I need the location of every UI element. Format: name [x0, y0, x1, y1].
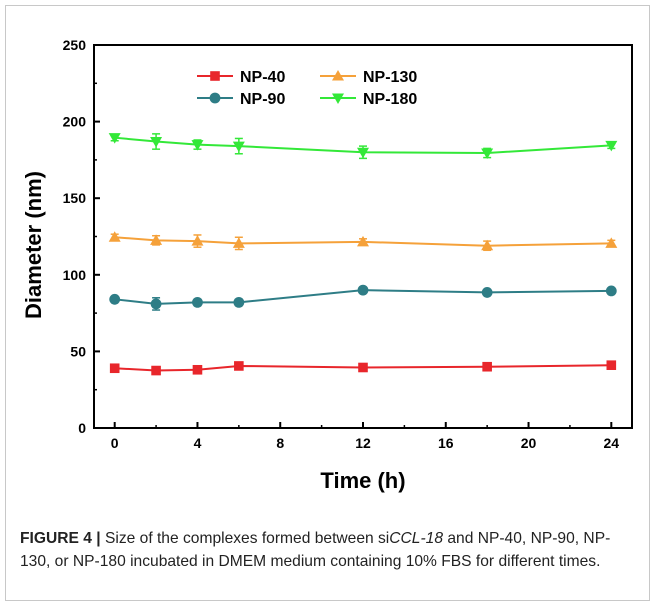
legend-marker-np-180 [332, 93, 344, 104]
data-point-np-180 [357, 147, 369, 159]
data-point-np-90 [233, 296, 245, 308]
data-point-np-130 [357, 235, 369, 247]
data-point-np-90 [109, 293, 121, 305]
y-tick-label: 100 [63, 267, 87, 283]
caption-text-before: Size of the complexes formed between si [100, 530, 390, 547]
data-point-np-90 [357, 284, 369, 296]
legend-label-np-130: NP-130 [363, 69, 417, 86]
y-axis-label: Diameter (nm) [21, 171, 46, 319]
data-point-np-90 [150, 298, 162, 310]
data-point-np-90 [481, 287, 493, 298]
data-point-np-40 [606, 360, 617, 370]
x-tick-label: 4 [194, 435, 202, 451]
figure-caption: FIGURE 4 | Size of the complexes formed … [20, 527, 635, 573]
data-point-np-90 [605, 285, 617, 297]
data-point-np-180 [481, 148, 494, 160]
data-point-np-40 [192, 364, 203, 375]
data-point-np-180 [232, 141, 245, 153]
caption-separator: | [96, 530, 101, 547]
legend-label-np-40: NP-40 [240, 69, 285, 86]
x-axis-label: Time (h) [320, 468, 405, 493]
data-point-np-130 [150, 234, 163, 245]
y-tick-label: 150 [63, 190, 87, 206]
data-point-np-130 [481, 239, 494, 251]
y-tick-label: 250 [63, 37, 87, 53]
data-point-np-130 [605, 237, 618, 248]
x-tick-label: 0 [111, 435, 119, 451]
x-tick-label: 20 [521, 435, 537, 451]
y-tick-label: 0 [78, 420, 86, 436]
data-point-np-130 [232, 237, 245, 248]
data-point-np-180 [191, 140, 204, 151]
caption-gene: CCL-18 [389, 530, 444, 547]
line-chart: Diameter (nm) Time (h) 0 50 100 150 200 250 0 4… [21, 37, 633, 493]
legend-marker-np-130 [332, 70, 344, 81]
legend-marker-np-90 [209, 92, 221, 104]
data-point-np-180 [108, 133, 121, 144]
data-point-np-90 [192, 296, 203, 308]
data-point-np-130 [191, 235, 204, 246]
legend-label-np-90: NP-90 [240, 91, 285, 108]
x-tick-label: 24 [604, 435, 620, 451]
caption-text-after: and NP-40, NP-90, NP-130, or NP-180 incu… [20, 530, 611, 570]
data-point-np-40 [482, 361, 492, 372]
data-point-np-180 [150, 137, 163, 148]
caption-label: FIGURE 4 [20, 530, 92, 547]
data-point-np-40 [234, 361, 244, 371]
y-tick-label: 50 [70, 343, 86, 359]
data-point-np-40 [151, 365, 161, 376]
data-point-np-180 [605, 140, 618, 152]
x-tick-label: 12 [355, 435, 371, 451]
legend-label-np-180: NP-180 [363, 91, 417, 108]
data-point-np-40 [358, 362, 368, 373]
x-tick-label: 16 [438, 435, 454, 451]
data-point-np-130 [108, 231, 121, 242]
y-tick-label: 200 [63, 114, 87, 130]
x-tick-label: 8 [276, 435, 284, 451]
data-point-np-40 [109, 363, 120, 374]
legend-marker-np-40 [210, 71, 220, 81]
